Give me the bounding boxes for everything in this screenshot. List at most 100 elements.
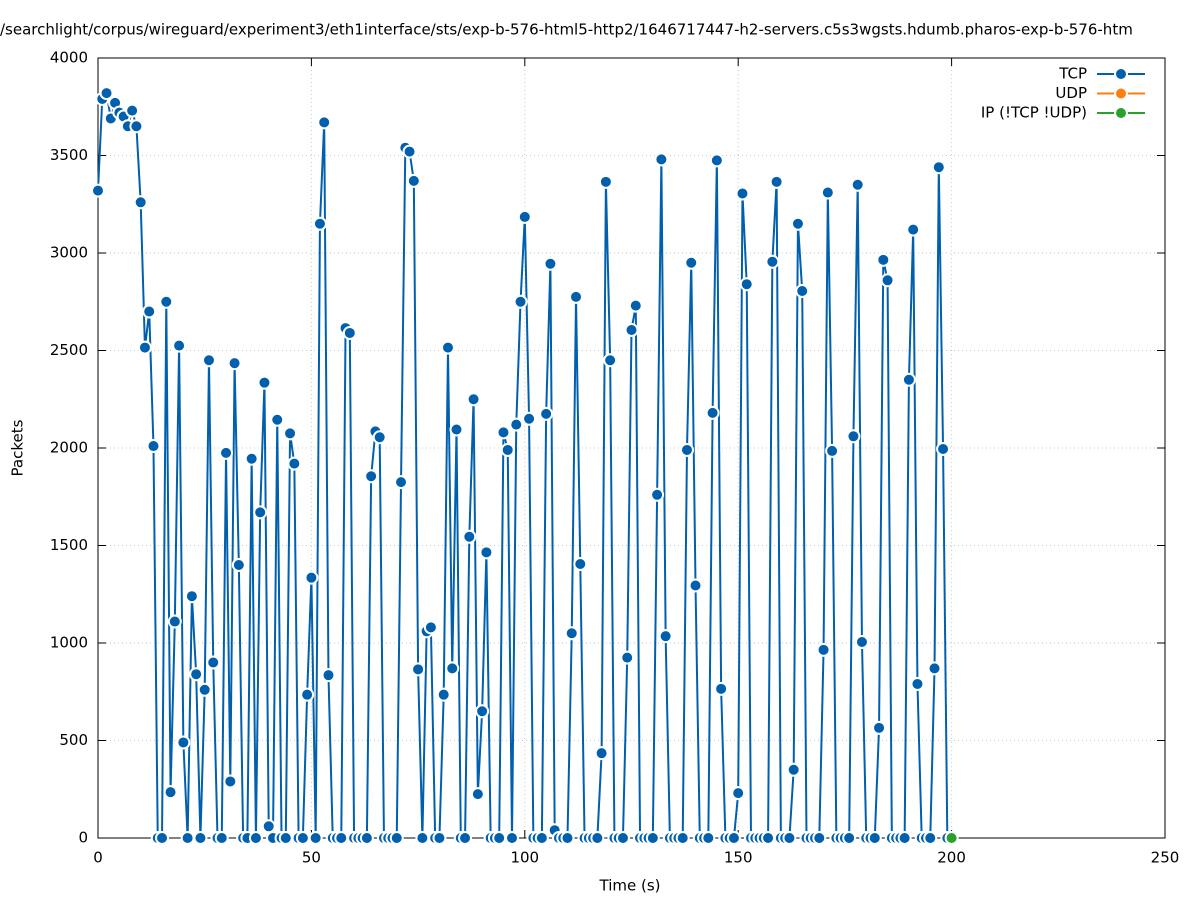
data-point	[193, 831, 208, 845]
data-point	[846, 429, 861, 444]
data-point	[155, 831, 170, 845]
data-point	[539, 406, 554, 421]
data-point	[402, 144, 417, 159]
data-point	[492, 831, 507, 845]
data-point	[944, 831, 959, 845]
data-point	[214, 831, 229, 845]
data-point	[560, 831, 575, 845]
data-point	[159, 294, 174, 309]
data-point	[223, 774, 238, 789]
data-point	[675, 831, 690, 845]
data-point	[91, 183, 105, 198]
data-point	[436, 687, 451, 702]
data-point	[923, 831, 938, 845]
legend-marker	[1114, 106, 1128, 120]
data-point	[359, 831, 374, 845]
data-point	[867, 831, 882, 845]
data-point	[684, 255, 699, 270]
data-point	[364, 469, 379, 484]
data-point	[786, 762, 801, 777]
data-point	[906, 222, 921, 237]
data-point	[594, 746, 609, 761]
data-point	[650, 487, 665, 502]
data-point	[645, 831, 660, 845]
legend-label: UDP	[1055, 84, 1087, 102]
x-tick-label: 250	[1151, 849, 1180, 867]
data-point	[372, 430, 387, 445]
data-point	[172, 338, 187, 353]
data-point	[167, 614, 182, 629]
data-point	[304, 570, 319, 585]
legend-marker	[1114, 86, 1128, 101]
data-point	[244, 451, 259, 466]
data-point	[133, 195, 148, 210]
data-point	[278, 831, 293, 845]
data-point	[462, 529, 477, 544]
data-point	[248, 831, 263, 845]
x-axis-label: Time (s)	[599, 877, 661, 895]
data-point	[761, 831, 776, 845]
data-point	[628, 298, 643, 313]
data-point	[415, 831, 430, 845]
data-point	[705, 405, 720, 420]
data-point	[731, 786, 746, 801]
x-tick-label: 50	[302, 849, 321, 867]
data-point	[782, 831, 797, 845]
y-tick-label: 2500	[50, 341, 88, 359]
data-point	[231, 558, 246, 572]
data-point	[543, 256, 558, 271]
data-point	[312, 216, 327, 231]
data-point	[688, 578, 703, 593]
data-point	[184, 589, 199, 604]
data-point	[449, 422, 464, 437]
data-point	[598, 174, 613, 189]
data-point	[590, 831, 605, 845]
data-point	[137, 340, 152, 355]
data-point	[854, 635, 869, 650]
data-point	[522, 411, 537, 426]
data-point	[726, 831, 741, 845]
data-point	[466, 392, 481, 407]
data-point	[496, 425, 511, 440]
x-tick-label: 100	[510, 849, 539, 867]
data-point	[620, 650, 635, 665]
data-point	[125, 103, 140, 118]
data-point	[872, 720, 887, 735]
data-point	[573, 557, 588, 572]
data-point	[317, 115, 332, 130]
data-point	[876, 252, 891, 267]
data-point	[825, 443, 840, 458]
data-point	[411, 662, 426, 677]
data-point	[679, 442, 694, 457]
data-point	[458, 831, 473, 845]
y-tick-label: 1000	[50, 634, 88, 652]
data-point	[180, 831, 195, 845]
data-point	[820, 185, 835, 200]
data-point	[283, 426, 298, 441]
x-tick-label: 150	[724, 849, 753, 867]
data-point	[769, 174, 784, 189]
data-point	[714, 681, 729, 696]
data-point	[812, 831, 827, 845]
data-point	[850, 177, 865, 192]
data-point	[880, 273, 895, 288]
data-point	[654, 152, 669, 167]
data-point	[270, 412, 285, 427]
data-point	[261, 819, 276, 834]
data-point	[219, 445, 234, 460]
data-point	[300, 687, 315, 702]
data-point	[479, 545, 494, 560]
series-line	[97, 90, 949, 839]
data-point	[440, 340, 455, 355]
data-point	[176, 735, 191, 750]
data-point	[308, 831, 323, 845]
data-point	[163, 785, 178, 800]
data-point	[931, 160, 946, 175]
data-point	[790, 216, 805, 231]
data-point	[765, 254, 780, 269]
chart-title: /searchlight/corpus/wireguard/experiment…	[0, 21, 1133, 39]
data-point	[569, 289, 584, 304]
data-point	[739, 277, 754, 292]
